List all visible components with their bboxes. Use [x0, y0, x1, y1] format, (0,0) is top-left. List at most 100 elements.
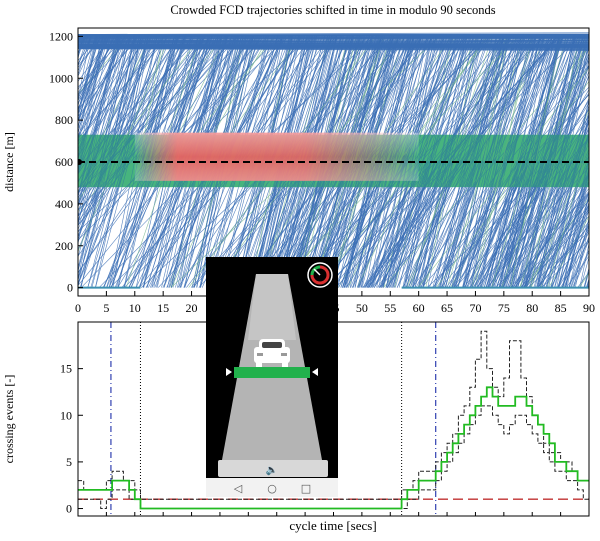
top-x-tick-label: 15 — [157, 301, 169, 315]
trajectory-line — [78, 36, 147, 163]
trajectory-line — [510, 190, 589, 288]
trajectory-line — [78, 36, 125, 130]
top-x-tick-label: 75 — [498, 301, 510, 315]
trajectory-line — [568, 221, 589, 288]
trajectory-line — [573, 216, 589, 288]
left-arrow-marker-icon — [226, 368, 232, 376]
top-y-tick-label: 400 — [55, 197, 73, 211]
trajectory-line — [466, 161, 589, 288]
trajectory-line — [491, 161, 589, 288]
trajectory-line — [557, 209, 589, 288]
trajectory-line — [78, 36, 120, 104]
trajectory-line — [412, 161, 589, 288]
top-x-tick-label: 50 — [356, 301, 368, 315]
trajectory-line — [511, 161, 589, 288]
right-arrow-marker-icon — [312, 368, 318, 376]
trajectory-line — [485, 161, 589, 288]
trajectory-line — [487, 161, 589, 288]
trajectory-line — [78, 34, 589, 38]
trajectory-line — [367, 161, 589, 288]
top-x-tick-label: 0 — [75, 301, 81, 315]
trajectory-line — [538, 192, 589, 288]
trajectory-line — [523, 199, 589, 288]
trajectory-line — [563, 225, 589, 288]
trajectory-line — [78, 36, 107, 111]
trajectory-line — [78, 36, 126, 137]
trajectory-line — [592, 36, 600, 287]
trajectory-line — [78, 41, 589, 44]
road-shade — [248, 274, 296, 340]
trajectory-line — [530, 161, 589, 288]
bottom-x-axis-label: cycle time [secs] — [289, 518, 376, 533]
trajectory-line — [470, 161, 589, 288]
trajectory-line — [78, 36, 142, 163]
trajectory-line — [470, 161, 589, 288]
trajectory-line — [78, 36, 116, 115]
trajectory-line — [78, 36, 137, 163]
top-x-tick-label: 60 — [413, 301, 425, 315]
trajectory-line — [78, 36, 109, 144]
trajectory-line — [505, 161, 589, 288]
trajectory-line — [592, 36, 600, 287]
trajectory-line — [587, 284, 589, 288]
top-x-tick-label: 85 — [555, 301, 567, 315]
trajectory-line — [78, 36, 151, 163]
trajectory-line — [487, 161, 589, 288]
red-band-highlight — [134, 132, 419, 181]
trajectory-line — [434, 161, 589, 288]
trajectory-line — [551, 203, 589, 288]
nav-back-button[interactable]: ◁ — [234, 482, 243, 495]
trajectory-line — [564, 195, 589, 288]
bottom-y-tick-label: 10 — [60, 408, 72, 422]
trajectory-line — [520, 199, 589, 288]
trajectory-line — [78, 44, 589, 48]
trajectory-line — [78, 36, 114, 128]
top-y-tick-label: 200 — [55, 239, 73, 253]
trajectory-line — [78, 36, 101, 107]
speed-gauge-icon — [307, 262, 333, 288]
trajectory-line — [78, 36, 192, 163]
trajectory-line — [78, 36, 219, 163]
trajectory-line — [524, 215, 589, 288]
crossing-series-dashed-black-lower — [78, 405, 589, 509]
trajectory-line — [512, 173, 589, 288]
trajectory-line — [78, 48, 589, 51]
volume-icon: 🔈 — [266, 465, 278, 476]
volume-toast — [218, 460, 328, 477]
trajectory-line — [78, 36, 226, 163]
trajectory-line — [498, 161, 589, 288]
trajectory-line — [78, 36, 108, 134]
top-y-tick-label: 1200 — [49, 29, 73, 43]
car-icon — [254, 339, 290, 367]
nav-recent-button[interactable]: □ — [301, 482, 311, 495]
trajectory-line — [78, 36, 115, 110]
trajectory-line — [78, 36, 247, 163]
top-y-tick-label: 0 — [67, 281, 73, 295]
trajectory-line — [456, 161, 589, 288]
trajectory-line — [78, 36, 129, 163]
trajectory-line — [557, 161, 589, 288]
trajectory-line — [78, 36, 145, 163]
trajectory-line — [78, 36, 265, 163]
trajectory-line — [525, 161, 589, 288]
trajectory-line — [534, 161, 589, 288]
trajectory-line — [78, 46, 589, 49]
trajectory-line — [78, 36, 164, 163]
trajectory-line — [78, 36, 175, 163]
bottom-y-tick-label: 0 — [66, 502, 72, 516]
top-x-tick-label: 55 — [384, 301, 396, 315]
trajectory-line — [558, 161, 589, 288]
trajectory-line — [484, 161, 589, 288]
trajectory-line — [536, 161, 589, 288]
nav-home-button[interactable]: ○ — [267, 482, 277, 495]
trajectory-line — [78, 36, 120, 161]
trajectory-line — [78, 36, 143, 163]
top-x-tick-label: 65 — [441, 301, 453, 315]
trajectory-line — [78, 36, 99, 119]
trajectory-line — [78, 36, 179, 163]
trajectory-line — [541, 239, 589, 288]
trajectory-line — [545, 192, 589, 288]
top-y-tick-label: 1000 — [49, 71, 73, 85]
trajectory-line — [510, 161, 589, 288]
